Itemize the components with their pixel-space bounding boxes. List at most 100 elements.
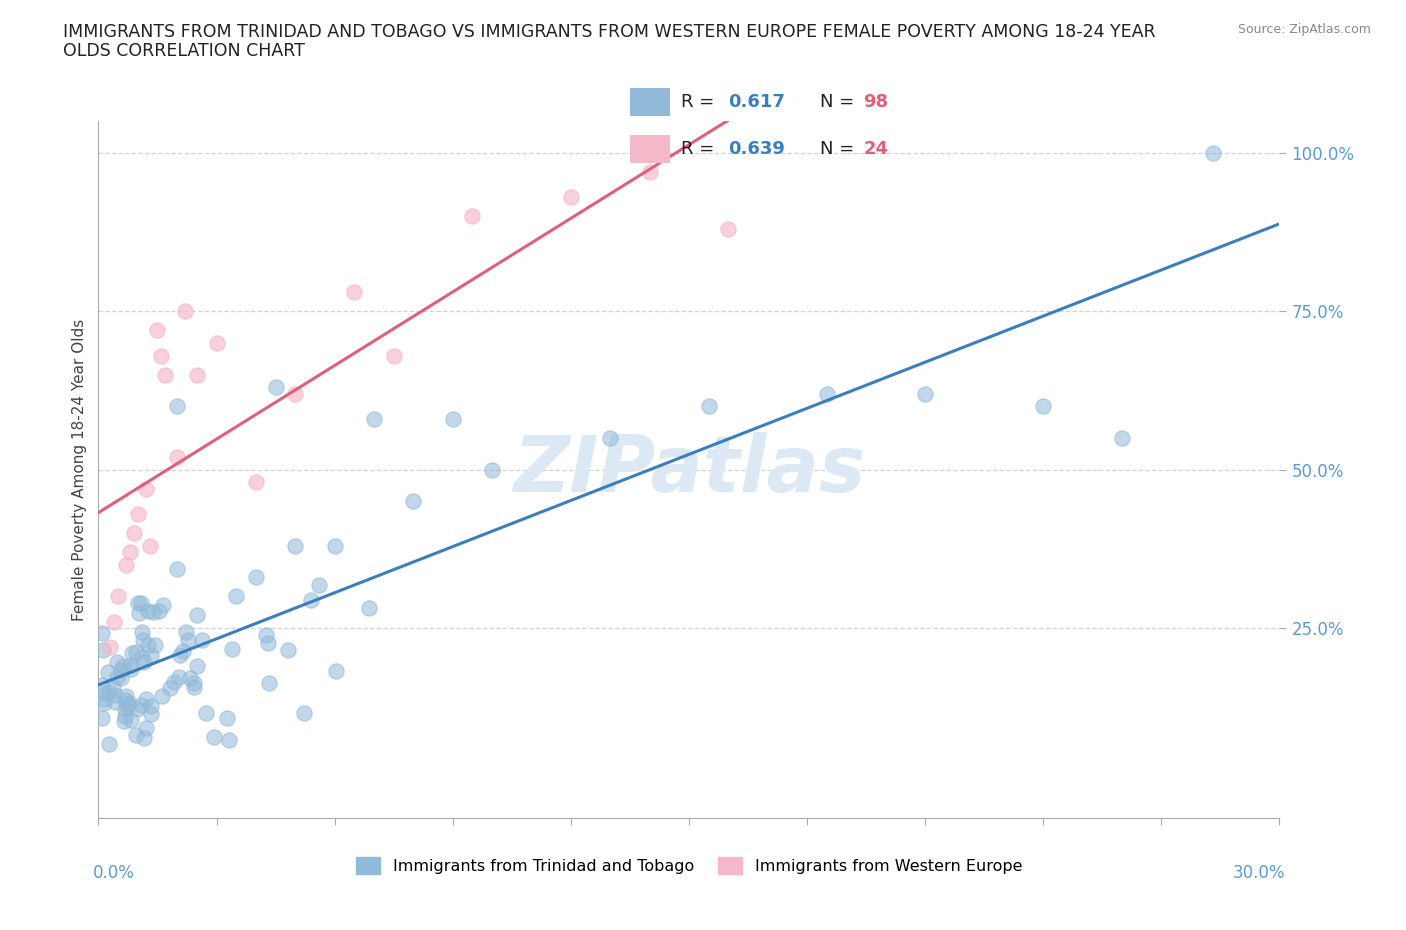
Point	[186, 367, 208, 382]
Point	[166, 399, 188, 414]
Point	[257, 676, 280, 691]
Text: Source: ZipAtlas.com: Source: ZipAtlas.com	[1237, 23, 1371, 36]
Point	[139, 707, 162, 722]
Point	[560, 190, 582, 205]
Point	[131, 649, 153, 664]
Point	[121, 645, 143, 660]
Text: R =: R =	[681, 93, 720, 112]
Point	[136, 604, 159, 618]
Point	[135, 720, 157, 735]
Point	[107, 670, 129, 684]
Text: ZIPatlas: ZIPatlas	[513, 432, 865, 508]
Point	[120, 713, 142, 728]
Point	[112, 713, 135, 728]
Point	[127, 595, 149, 610]
Text: 30.0%: 30.0%	[1233, 864, 1285, 882]
Point	[186, 658, 208, 673]
Text: 0.0%: 0.0%	[93, 864, 135, 882]
Point	[186, 608, 208, 623]
Bar	[630, 135, 669, 163]
Point	[264, 379, 287, 394]
Point	[114, 708, 136, 723]
Point	[815, 386, 838, 401]
Point	[135, 691, 157, 706]
Point	[129, 595, 152, 610]
Point	[202, 730, 225, 745]
Text: N =: N =	[820, 93, 859, 112]
Point	[163, 675, 186, 690]
Point	[93, 696, 115, 711]
Point	[91, 643, 114, 658]
Point	[697, 399, 720, 414]
Point	[110, 671, 132, 685]
Point	[115, 688, 138, 703]
Point	[146, 323, 169, 338]
Point	[599, 431, 621, 445]
Point	[143, 638, 166, 653]
Point	[402, 494, 425, 509]
Text: 0.639: 0.639	[728, 140, 785, 158]
Point	[122, 525, 145, 540]
Point	[118, 696, 141, 711]
Point	[183, 675, 205, 690]
Point	[120, 658, 142, 672]
Point	[103, 615, 125, 630]
Point	[134, 654, 156, 669]
Point	[139, 647, 162, 662]
Point	[194, 706, 217, 721]
Text: 0.617: 0.617	[728, 93, 785, 112]
Point	[174, 624, 197, 639]
Point	[169, 648, 191, 663]
Point	[114, 701, 136, 716]
Point	[132, 632, 155, 647]
Point	[363, 411, 385, 426]
Point	[1032, 399, 1054, 414]
Point	[111, 658, 134, 673]
Point	[118, 545, 141, 560]
Point	[117, 698, 139, 713]
Point	[115, 557, 138, 572]
Point	[131, 625, 153, 640]
Point	[120, 661, 142, 676]
Point	[1201, 145, 1223, 160]
Text: OLDS CORRELATION CHART: OLDS CORRELATION CHART	[63, 42, 305, 60]
Point	[98, 640, 121, 655]
Point	[183, 680, 205, 695]
Text: R =: R =	[681, 140, 720, 158]
Point	[284, 538, 307, 553]
Point	[128, 605, 150, 620]
Point	[148, 604, 170, 618]
Point	[166, 449, 188, 464]
Point	[155, 367, 177, 382]
Point	[127, 701, 149, 716]
Point	[245, 570, 267, 585]
Point	[91, 711, 114, 725]
Point	[104, 688, 127, 703]
Point	[114, 693, 136, 708]
Point	[225, 589, 247, 604]
Point	[217, 711, 239, 725]
Text: 98: 98	[863, 93, 889, 112]
Point	[129, 698, 152, 713]
Point	[382, 348, 405, 363]
Point	[152, 597, 174, 612]
Point	[101, 679, 124, 694]
Point	[177, 633, 200, 648]
Point	[107, 589, 129, 604]
Point	[150, 689, 173, 704]
Point	[97, 737, 120, 751]
Point	[142, 604, 165, 619]
Point	[277, 643, 299, 658]
Point	[138, 538, 160, 553]
Point	[167, 670, 190, 684]
Text: IMMIGRANTS FROM TRINIDAD AND TOBAGO VS IMMIGRANTS FROM WESTERN EUROPE FEMALE POV: IMMIGRANTS FROM TRINIDAD AND TOBAGO VS I…	[63, 23, 1156, 41]
Point	[91, 677, 114, 692]
Point	[245, 475, 267, 490]
Point	[257, 635, 280, 650]
Point	[166, 561, 188, 576]
Point	[221, 642, 243, 657]
Point	[325, 663, 347, 678]
Point	[174, 304, 197, 319]
Point	[205, 336, 228, 351]
Point	[125, 644, 148, 659]
